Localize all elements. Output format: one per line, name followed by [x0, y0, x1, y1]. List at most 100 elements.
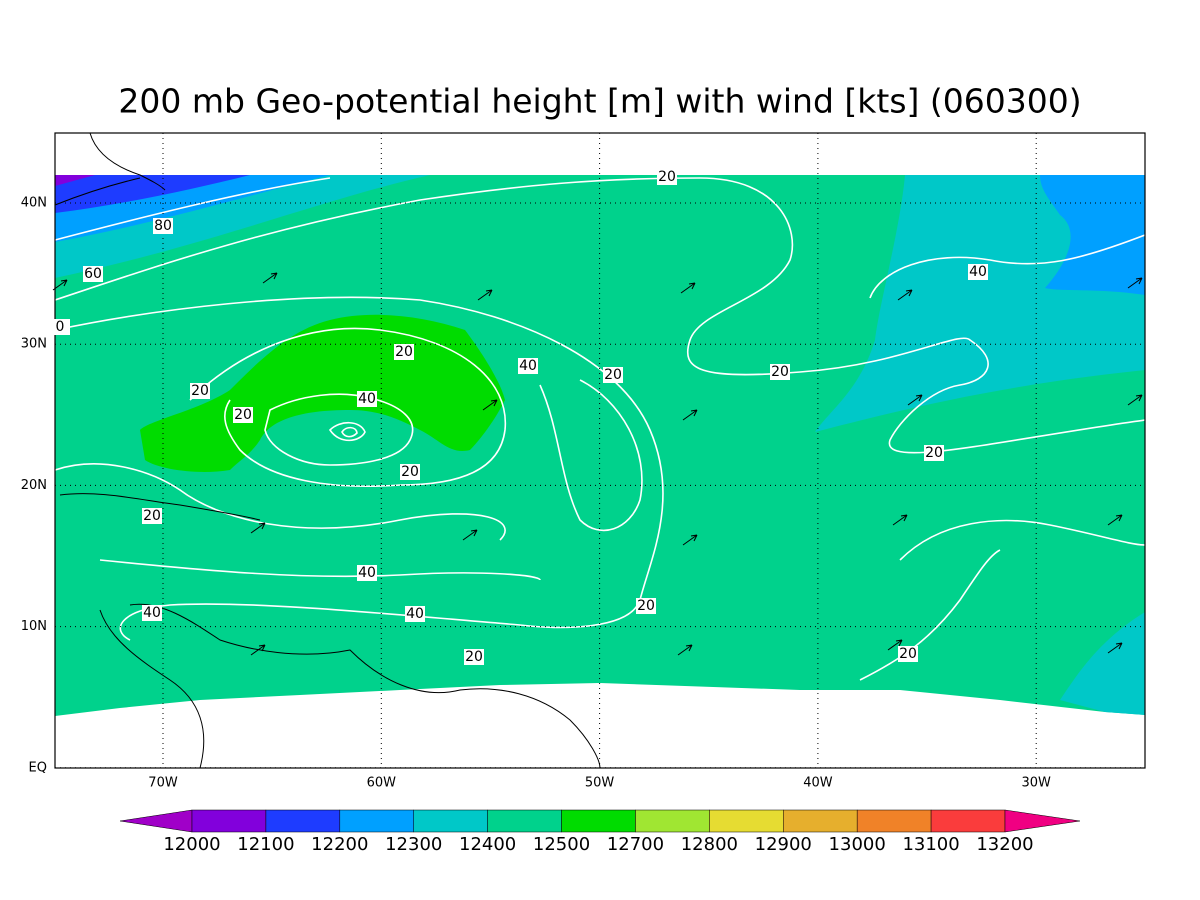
colorbar: 12000 12100 12200 12300 12400 12500 12700 12800…	[119, 809, 1081, 855]
contour-label: 60	[84, 266, 102, 282]
wind-arrow	[1107, 642, 1123, 654]
colorbar-label: 13100	[902, 834, 959, 855]
x-tick-label: 50W	[585, 776, 615, 791]
contour-label-box	[968, 264, 988, 280]
colorbar-box	[709, 809, 784, 833]
contour-label-box	[657, 169, 677, 185]
colorbar-label: 12900	[755, 834, 812, 855]
wind-arrow	[887, 639, 903, 651]
height-region	[1040, 175, 1145, 295]
colorbar-label: 12200	[311, 834, 368, 855]
map-area: 70W 60W 50W 40W 30W 40N 30N 20N 10N EQ 20 80 60 0 40 20…	[21, 132, 1146, 791]
contour-label: 20	[771, 364, 789, 380]
wind-arrow	[680, 282, 696, 294]
wind-contour	[54, 177, 1146, 454]
colorbar-box	[413, 809, 488, 833]
contour-label: 80	[154, 218, 172, 234]
height-region	[55, 175, 95, 186]
contour-label-box	[636, 598, 656, 614]
colorbar-label: 12700	[607, 834, 664, 855]
colorbar-box	[635, 809, 710, 833]
contour-label-box	[464, 649, 484, 665]
contour-label: 40	[406, 606, 424, 622]
colorbar-box	[561, 809, 636, 833]
wind-arrow	[1127, 277, 1143, 289]
contour-label: 20	[658, 169, 676, 185]
x-tick-label: 40W	[803, 776, 833, 791]
contour-label-box	[603, 367, 623, 383]
colorbar-end	[1004, 809, 1081, 833]
contour-label: 40	[969, 264, 987, 280]
y-tick-label: EQ	[29, 760, 47, 775]
contour-label: 0	[56, 319, 65, 335]
wind-arrow	[262, 272, 278, 284]
contour-label-box	[83, 266, 103, 282]
wind-arrow	[677, 644, 693, 656]
colorbar-box	[191, 809, 267, 833]
wind-arrow	[250, 644, 266, 656]
wind-contour	[859, 549, 1001, 681]
wind-contour	[264, 393, 414, 466]
wind-contour	[54, 296, 664, 641]
wind-contour	[54, 177, 331, 241]
wind-contour	[899, 519, 1146, 561]
colorbar-label: 13000	[829, 834, 886, 855]
wind-arrow	[907, 394, 923, 406]
contour-label-box	[898, 646, 918, 662]
x-tick-label: 60W	[367, 776, 397, 791]
colorbar-box	[265, 809, 341, 833]
y-tick-label: 30N	[21, 337, 47, 352]
contour-label: 20	[925, 445, 943, 461]
colorbar-box	[856, 809, 932, 833]
wind-arrow	[250, 522, 266, 534]
coastline	[54, 177, 141, 206]
contour-label-box	[153, 218, 173, 234]
wind-arrow	[1107, 514, 1123, 526]
contour-label: 40	[358, 565, 376, 581]
contour-label-box	[233, 407, 253, 423]
wind-contour	[328, 421, 366, 442]
coastline	[99, 609, 205, 769]
wind-arrow	[682, 534, 698, 546]
colorbar-box	[487, 809, 562, 833]
colorbar-label: 12500	[533, 834, 590, 855]
contour-label-box	[357, 565, 377, 581]
wind-contour	[539, 379, 643, 532]
wind-arrow	[897, 289, 913, 301]
contour-label-box	[190, 383, 210, 399]
contour-label-box	[770, 364, 790, 380]
colorbar-box	[930, 809, 1006, 833]
contour-label-box	[405, 606, 425, 622]
contour-label: 40	[358, 391, 376, 407]
wind-arrow	[482, 399, 498, 411]
map-frame	[54, 132, 1146, 769]
height-region	[815, 175, 1145, 432]
contour-label-box	[50, 319, 70, 335]
wind-arrow	[462, 529, 478, 541]
contour-label: 20	[234, 407, 252, 423]
contour-label-box	[357, 391, 377, 407]
wind-contour	[869, 234, 1146, 299]
contour-label: 20	[395, 344, 413, 360]
wind-arrow	[682, 409, 698, 421]
height-region	[55, 175, 1145, 716]
contour-label: 20	[401, 464, 419, 480]
colorbar-label: 12100	[237, 834, 294, 855]
x-tick-label: 70W	[148, 776, 178, 791]
y-tick-label: 10N	[21, 619, 47, 634]
contour-label: 20	[143, 508, 161, 524]
wind-arrow	[892, 514, 908, 526]
contour-label-box	[400, 464, 420, 480]
y-tick-label: 20N	[21, 478, 47, 493]
contour-label: 20	[191, 383, 209, 399]
contour-label-box	[394, 344, 414, 360]
colorbar-label: 12400	[459, 834, 516, 855]
colorbar-label: 12800	[681, 834, 738, 855]
colorbar-box	[339, 809, 414, 833]
wind-contour	[54, 463, 506, 541]
map-title: 200 mb Geo-potential height [m] with win…	[118, 82, 1081, 121]
height-region	[55, 175, 250, 213]
wind-contour	[341, 426, 358, 438]
coastline	[129, 603, 601, 769]
